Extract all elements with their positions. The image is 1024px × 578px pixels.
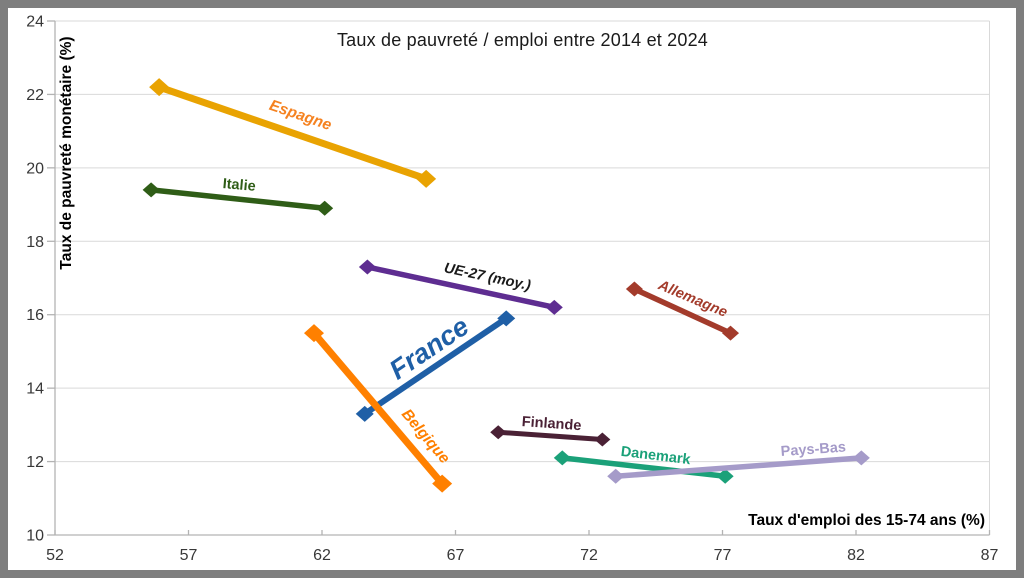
x-tick-label: 77 (714, 547, 732, 564)
series-marker-france (497, 310, 516, 327)
series-marker-finlande (490, 425, 507, 440)
y-tick-label: 24 (26, 14, 44, 31)
y-axis-title: Taux de pauvreté monétaire (%) (58, 36, 75, 270)
x-tick-label: 72 (580, 547, 598, 564)
series-line-allemagne (633, 286, 732, 336)
series-marker-italie (316, 200, 334, 216)
y-tick-label: 12 (26, 454, 44, 471)
series-marker-belgique (432, 474, 453, 493)
series-label-italie: Italie (222, 176, 256, 195)
x-tick-label: 57 (180, 547, 198, 564)
series-line-france (363, 315, 508, 417)
series-line-ue-27-moy (366, 264, 555, 311)
y-tick-label: 22 (26, 87, 44, 104)
series-marker-espagne (416, 169, 437, 188)
y-tick-label: 16 (26, 307, 44, 324)
y-tick-label: 10 (26, 528, 44, 545)
series-marker-italie (142, 182, 160, 198)
series-line-pays-bas (615, 455, 862, 479)
series-label-finlande: Finlande (521, 414, 582, 434)
series-label-ue-27-moy: UE-27 (moy.) (443, 260, 533, 294)
y-tick-label: 14 (26, 381, 44, 398)
x-tick-label: 82 (847, 547, 865, 564)
x-tick-label: 52 (46, 547, 64, 564)
x-tick-label: 62 (313, 547, 331, 564)
series-marker-finlande (594, 432, 611, 447)
series-marker-pays-bas (852, 450, 870, 466)
series-line-espagne (157, 83, 428, 183)
series-line-finlande (498, 429, 603, 443)
series-marker-allemagne (625, 281, 643, 297)
x-axis-title: Taux d'emploi des 15-74 ans (%) (748, 512, 985, 529)
series-marker-pays-bas (607, 468, 625, 484)
series-line-belgique (311, 330, 445, 486)
series-marker-espagne (149, 78, 170, 97)
series-line-danemark (561, 455, 726, 479)
series-line-italie (150, 187, 325, 211)
series-marker-danemark (716, 468, 734, 484)
series-marker-danemark (553, 450, 571, 466)
series-marker-ue-27-moy (545, 299, 563, 315)
series-marker-ue-27-moy (358, 259, 376, 275)
series-marker-france (355, 405, 374, 422)
series-marker-allemagne (722, 325, 740, 341)
x-tick-label: 67 (447, 547, 465, 564)
y-tick-label: 20 (26, 160, 44, 177)
series-label-pays-bas: Pays-Bas (780, 440, 846, 461)
x-tick-label: 87 (981, 547, 999, 564)
chart-title: Taux de pauvreté / emploi entre 2014 et … (336, 30, 709, 50)
series-marker-belgique (303, 324, 324, 343)
y-tick-label: 18 (26, 234, 44, 251)
